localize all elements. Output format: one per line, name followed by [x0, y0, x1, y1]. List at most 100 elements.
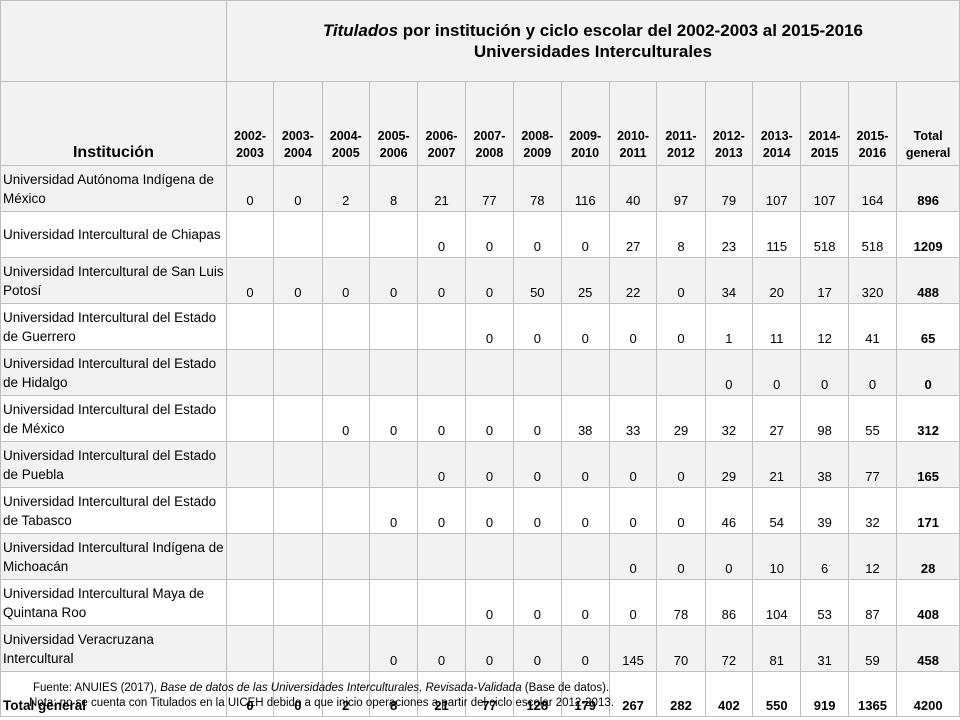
value-cell [417, 303, 466, 350]
value-cell [225, 533, 275, 580]
institution-name: Universidad Autónoma Indígena de México [0, 165, 227, 212]
value-cell [321, 533, 370, 580]
value-cell: 0 [656, 487, 706, 534]
value-cell [225, 625, 275, 672]
value-cell: 0 [368, 625, 419, 672]
value-cell [321, 487, 370, 534]
uiceh-note: Nota: no se cuenta con Titulados en la U… [29, 697, 614, 709]
value-cell: 518 [800, 211, 849, 258]
value-cell [321, 579, 370, 626]
value-cell: 0 [225, 257, 275, 304]
value-cell: 0 [417, 441, 466, 488]
value-cell: 0 [513, 303, 562, 350]
top-left-blank-cell [0, 0, 227, 82]
value-cell: 54 [752, 487, 802, 534]
value-cell [417, 349, 466, 396]
value-cell [464, 349, 515, 396]
value-cell [608, 349, 658, 396]
value-cell [464, 533, 515, 580]
year-header: 2004-2005 [321, 81, 370, 166]
value-cell: 0 [656, 257, 706, 304]
value-cell: 0 [656, 441, 706, 488]
value-cell: 0 [704, 349, 754, 396]
year-header: 2002-2003 [225, 81, 275, 166]
row-total-cell: 1209 [896, 211, 960, 258]
row-total-cell: 65 [896, 303, 960, 350]
value-cell: 20 [752, 257, 802, 304]
value-cell: 34 [704, 257, 754, 304]
row-total-cell: 458 [896, 625, 960, 672]
footnotes: Fuente: ANUIES (2017), Base de datos de … [0, 681, 960, 711]
value-cell: 0 [464, 303, 515, 350]
value-cell: 32 [847, 487, 898, 534]
value-cell: 0 [273, 165, 323, 212]
total-value-cell: 2 [321, 671, 370, 717]
value-cell [273, 487, 323, 534]
value-cell: 6 [800, 533, 849, 580]
institution-name: Universidad Intercultural del Estado de … [0, 487, 227, 534]
value-cell: 0 [608, 441, 658, 488]
value-cell: 0 [368, 395, 419, 442]
total-value-cell: 21 [417, 671, 466, 717]
value-cell: 77 [464, 165, 515, 212]
value-cell: 23 [704, 211, 754, 258]
value-cell [368, 303, 419, 350]
table-row: Universidad Intercultural de San Luis Po… [0, 257, 960, 304]
value-cell [513, 533, 562, 580]
value-cell: 38 [800, 441, 849, 488]
value-cell: 12 [847, 533, 898, 580]
value-cell [225, 211, 275, 258]
value-cell: 0 [417, 395, 466, 442]
value-cell [273, 625, 323, 672]
value-cell: 29 [704, 441, 754, 488]
value-cell: 0 [464, 441, 515, 488]
value-cell: 164 [847, 165, 898, 212]
row-total-cell: 312 [896, 395, 960, 442]
value-cell [225, 487, 275, 534]
row-total-cell: 171 [896, 487, 960, 534]
year-header: 2007-2008 [464, 81, 515, 166]
value-cell: 27 [752, 395, 802, 442]
total-value-cell: 0 [273, 671, 323, 717]
value-cell: 0 [321, 257, 370, 304]
value-cell: 0 [608, 487, 658, 534]
value-cell [321, 303, 370, 350]
value-cell: 10 [752, 533, 802, 580]
value-cell: 11 [752, 303, 802, 350]
value-cell: 31 [800, 625, 849, 672]
value-cell: 12 [800, 303, 849, 350]
source-prefix: Fuente: ANUIES (2017), [33, 682, 161, 694]
value-cell: 0 [273, 257, 323, 304]
value-cell: 0 [321, 395, 370, 442]
row-total-cell: 28 [896, 533, 960, 580]
total-value-cell: 282 [656, 671, 706, 717]
value-cell [513, 349, 562, 396]
institution-name: Universidad Intercultural del Estado de … [0, 349, 227, 396]
table-row: Universidad Intercultural de Chiapas 0 0 0 0… [0, 211, 960, 258]
value-cell [273, 395, 323, 442]
value-cell [368, 533, 419, 580]
title-line1: por institución y ciclo escolar del 2002… [398, 21, 863, 40]
value-cell: 0 [464, 257, 515, 304]
table-row: Universidad Veracruzana Intercultural 0 0 0… [0, 625, 960, 672]
value-cell: 38 [560, 395, 610, 442]
value-cell: 17 [800, 257, 849, 304]
value-cell: 21 [417, 165, 466, 212]
source-suffix: (Base de datos). [521, 682, 610, 694]
value-cell: 0 [608, 533, 658, 580]
institution-name: Universidad Intercultural Indígena de Mi… [0, 533, 227, 580]
value-cell [225, 303, 275, 350]
value-cell: 0 [513, 211, 562, 258]
value-cell: 2 [321, 165, 370, 212]
year-header: 2012-2013 [704, 81, 754, 166]
year-header: 2009-2010 [560, 81, 610, 166]
value-cell: 53 [800, 579, 849, 626]
value-cell [321, 349, 370, 396]
value-cell [560, 533, 610, 580]
value-cell [273, 533, 323, 580]
year-header: 2015-2016 [847, 81, 898, 166]
value-cell [225, 349, 275, 396]
institution-name: Universidad Intercultural Maya de Quinta… [0, 579, 227, 626]
value-cell: 27 [608, 211, 658, 258]
value-cell: 81 [752, 625, 802, 672]
